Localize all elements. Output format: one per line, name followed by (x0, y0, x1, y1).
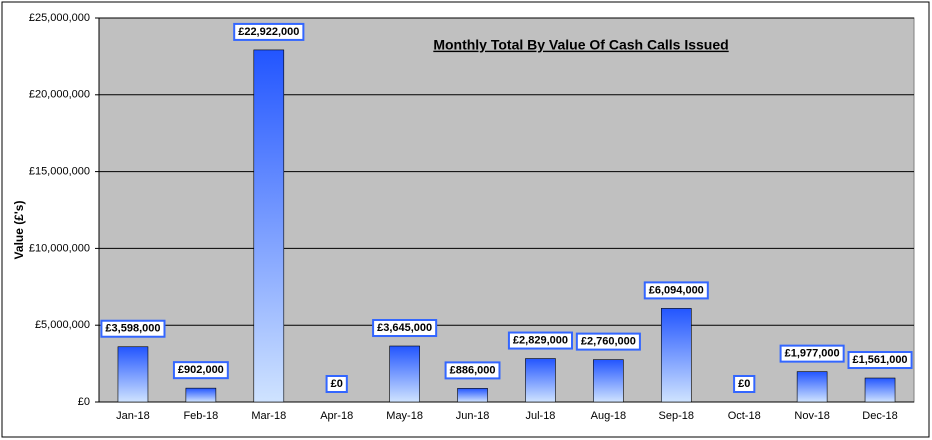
x-tick-label: Feb-18 (183, 410, 218, 422)
data-label-box (233, 22, 305, 41)
y-tick-label: £20,000,000 (29, 89, 90, 101)
y-tick-label: £5,000,000 (35, 319, 90, 331)
data-label: £886,000 (450, 364, 496, 376)
x-tick-label: Mar-18 (251, 410, 286, 422)
data-label-box (575, 332, 641, 351)
data-label: £902,000 (178, 364, 224, 376)
data-label-box (847, 351, 913, 370)
data-label-box (372, 319, 438, 338)
data-label: £2,829,000 (513, 334, 568, 346)
data-label: £0 (738, 378, 750, 390)
y-tick-label: £10,000,000 (29, 242, 90, 254)
plot-area (98, 17, 915, 403)
data-label: £22,922,000 (238, 26, 299, 38)
x-tick-label: Jan-18 (116, 410, 150, 422)
y-tick-label: £25,000,000 (29, 12, 90, 24)
bar (525, 358, 556, 403)
x-tick-label: Aug-18 (591, 410, 626, 422)
x-tick-label: May-18 (386, 410, 423, 422)
data-label: £1,977,000 (785, 348, 840, 360)
bar (593, 359, 624, 403)
y-tick-label: £15,000,000 (29, 166, 90, 178)
x-tick-label: Nov-18 (794, 410, 829, 422)
data-label: £3,598,000 (105, 323, 160, 335)
bar (117, 346, 149, 403)
data-label: £3,645,000 (377, 322, 432, 334)
data-label-box (643, 281, 709, 300)
chart-title: Monthly Total By Value Of Cash Calls Iss… (433, 37, 728, 53)
bar (389, 345, 420, 403)
x-tick-label: Dec-18 (862, 410, 897, 422)
bar (185, 387, 217, 403)
x-tick-label: Oct-18 (728, 410, 761, 422)
bar (660, 308, 692, 403)
data-label-box (507, 331, 573, 350)
data-label-box (100, 319, 166, 338)
y-tick-label: £0 (78, 396, 90, 408)
data-label-box (325, 375, 348, 393)
data-label: £0 (331, 378, 343, 390)
x-tick-label: Apr-18 (320, 410, 353, 422)
bar (253, 49, 285, 403)
data-label: £1,561,000 (853, 354, 908, 366)
x-tick-label: Jun-18 (456, 410, 490, 422)
data-label-box (733, 375, 756, 393)
bar (457, 388, 488, 403)
data-label: £6,094,000 (649, 284, 704, 296)
x-tick-label: Sep-18 (659, 410, 694, 422)
bar (796, 371, 828, 403)
x-tick-label: Jul-18 (525, 410, 555, 422)
y-axis-title: Value (£'s) (12, 201, 26, 260)
data-label-box (172, 361, 229, 380)
data-label-box (444, 361, 501, 380)
bar (864, 377, 896, 403)
data-label-box (779, 344, 845, 363)
data-label: £2,760,000 (581, 336, 636, 348)
